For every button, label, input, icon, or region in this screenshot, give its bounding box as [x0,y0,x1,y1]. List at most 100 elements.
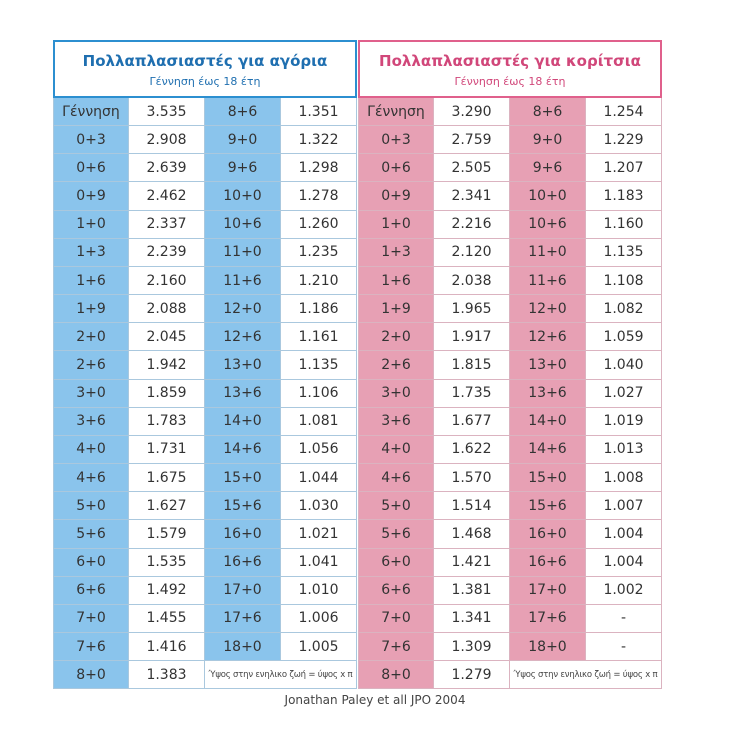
multiplier-cell: 1.535 [129,548,205,577]
age-cell: 12+6 [510,323,586,352]
age-cell: 2+6 [53,351,129,380]
multiplier-cell: 1.041 [281,548,357,577]
multiplier-cell: 1.021 [281,520,357,549]
boys-table-header: Πολλαπλασιαστές για αγόρια Γέννηση έως 1… [53,40,357,98]
boys-table-title: Πολλαπλασιαστές για αγόρια [82,52,328,70]
multiplier-cell: 1.160 [586,210,662,239]
age-cell: 2+6 [358,351,434,380]
multiplier-cell: 1.235 [281,238,357,267]
multiplier-cell: 2.908 [129,126,205,155]
age-cell: 12+6 [205,323,281,352]
age-cell: 8+0 [358,661,434,690]
age-cell: 7+6 [53,632,129,662]
multiplier-cell: 2.759 [434,126,510,155]
age-cell: 10+0 [510,182,586,211]
multiplier-cell: 2.216 [434,210,510,239]
boys-table-subtitle: Γέννηση έως 18 έτη [149,75,261,88]
multiplier-cell: 1.008 [586,464,662,493]
age-cell: Γέννηση [358,98,434,127]
age-cell: 14+0 [510,407,586,436]
age-cell: 13+0 [510,351,586,380]
multiplier-cell: 1.579 [129,520,205,549]
multiplier-cell: 1.004 [586,548,662,577]
multiplier-cell: 1.108 [586,266,662,296]
age-cell: 0+9 [358,182,434,211]
girls-multiplier-table: Πολλαπλασιαστές για κορίτσια Γέννηση έως… [358,40,662,690]
age-cell: 13+6 [205,379,281,408]
age-cell: 15+6 [510,492,586,521]
age-cell: 1+0 [53,210,129,239]
age-cell: 6+0 [358,548,434,577]
multiplier-cell: 1.082 [586,295,662,324]
multiplier-cell: 1.514 [434,492,510,521]
multiplier-cell: 1.815 [434,351,510,380]
age-cell: 18+0 [510,632,586,662]
multiplier-cell: 1.002 [586,576,662,605]
multiplier-cell: 2.337 [129,210,205,239]
formula-note: Ύψος στην ενηλικο ζωή = ύψος x π [205,661,357,690]
multiplier-cell: 1.309 [434,632,510,662]
multiplier-cell: 1.161 [281,323,357,352]
multiplier-cell: 1.106 [281,379,357,408]
multiplier-cell: 1.279 [434,661,510,690]
multiplier-cell: 1.183 [586,182,662,211]
age-cell: 3+6 [53,407,129,436]
age-cell: 1+9 [53,295,129,324]
multiplier-cell: 2.341 [434,182,510,211]
age-cell: 7+6 [358,632,434,662]
multiplier-cell: 1.040 [586,351,662,380]
multiplier-cell: 1.007 [586,492,662,521]
age-cell: 16+6 [205,548,281,577]
multiplier-cell: 1.942 [129,351,205,380]
multiplier-cell: 1.027 [586,379,662,408]
age-cell: 4+6 [358,464,434,493]
multiplier-cell: 1.019 [586,407,662,436]
multiplier-cell: 1.254 [586,98,662,127]
age-cell: 5+6 [358,520,434,549]
age-cell: 3+0 [358,379,434,408]
age-cell: 1+0 [358,210,434,239]
multiplier-cell: 2.462 [129,182,205,211]
age-cell: 10+6 [510,210,586,239]
age-cell: 7+0 [358,604,434,633]
age-cell: 15+0 [205,464,281,493]
age-cell: 2+0 [53,323,129,352]
multiplier-cell: 1.383 [129,661,205,690]
multiplier-cell: 1.056 [281,435,357,465]
multiplier-cell: 2.639 [129,154,205,183]
multiplier-cell: 1.570 [434,464,510,493]
age-cell: 3+6 [358,407,434,436]
multiplier-cell: 1.455 [129,604,205,633]
multiplier-cell: 1.677 [434,407,510,436]
multiplier-cell: 1.735 [434,379,510,408]
multiplier-cell: 2.045 [129,323,205,352]
multiplier-cell: 1.783 [129,407,205,436]
age-cell: 12+0 [510,295,586,324]
girls-grid: Γέννηση 3.290 8+6 1.254 0+3 2.759 9+0 1.229 0+6 2… [358,98,662,690]
multiplier-cell: 1.013 [586,435,662,465]
age-cell: 8+0 [53,661,129,690]
age-cell: 9+0 [205,126,281,155]
multiplier-cell: 2.088 [129,295,205,324]
age-cell: 8+6 [510,98,586,127]
age-cell: 15+0 [510,464,586,493]
formula-note: Ύψος στην ενηλικο ζωή = ύψος x π [510,661,662,690]
age-cell: 16+0 [510,520,586,549]
age-cell: 1+9 [358,295,434,324]
age-cell: 0+9 [53,182,129,211]
multiplier-cell: 3.290 [434,98,510,127]
age-cell: 5+0 [53,492,129,521]
age-cell: 2+0 [358,323,434,352]
age-cell: 13+6 [510,379,586,408]
age-cell: 3+0 [53,379,129,408]
age-cell: 17+6 [205,604,281,633]
age-cell: 11+0 [205,238,281,267]
age-cell: 11+0 [510,238,586,267]
age-cell: 0+6 [53,154,129,183]
multiplier-cell: 1.351 [281,98,357,127]
multiplier-cell: 1.059 [586,323,662,352]
multiplier-cell: 2.239 [129,238,205,267]
age-cell: 14+6 [510,435,586,465]
multiplier-cell: 2.505 [434,154,510,183]
multiplier-cell: 1.186 [281,295,357,324]
